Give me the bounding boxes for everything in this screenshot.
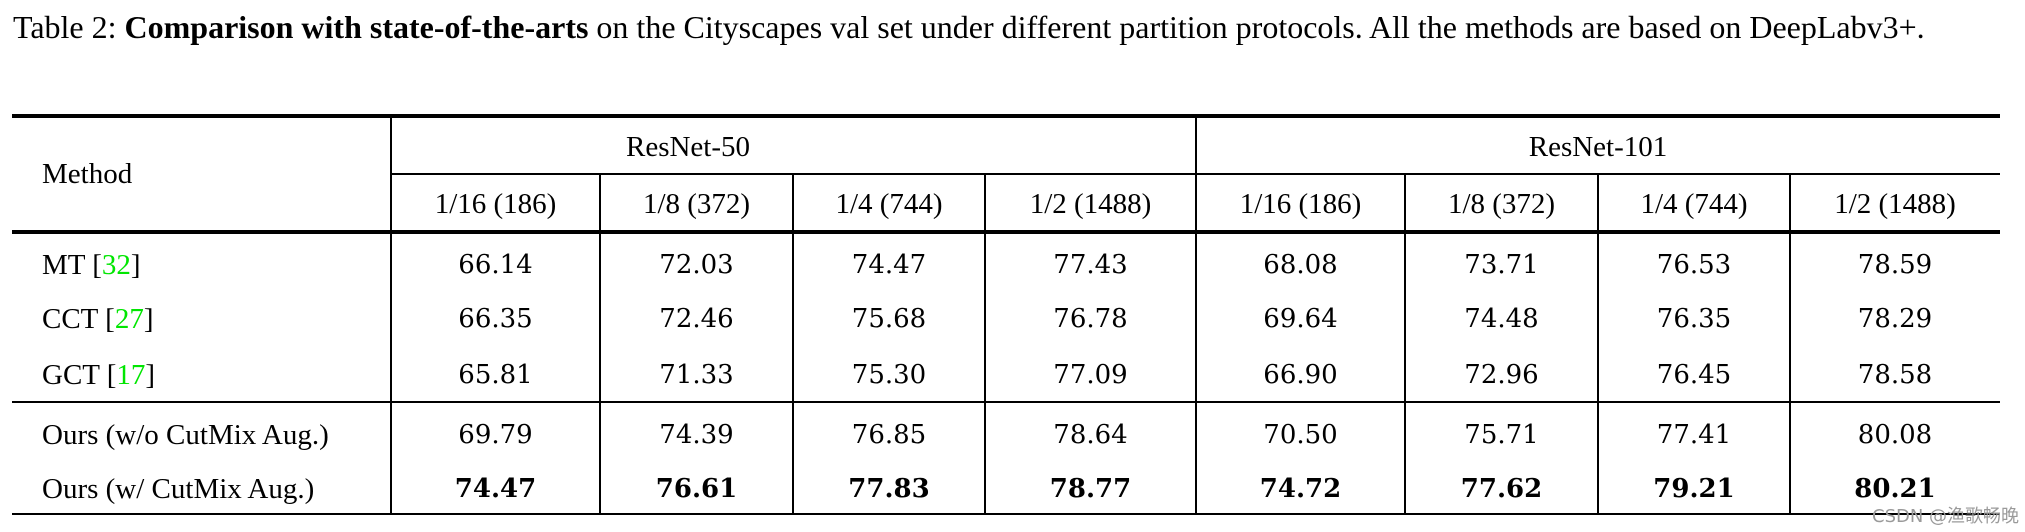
bottom-rule: [12, 513, 2000, 515]
method-header: Method: [42, 158, 133, 190]
method-name: Ours (w/ CutMix Aug.): [42, 462, 387, 516]
table-cell: 70.50: [1263, 420, 1338, 450]
method-name: Ours (w/o CutMix Aug.): [42, 408, 387, 462]
table-cell: 78.58: [1857, 360, 1933, 390]
table-cell: 80.21: [1854, 474, 1936, 504]
col-separator: [1597, 175, 1599, 514]
citation-link[interactable]: [32]: [84, 249, 141, 281]
table-cell: 76.61: [655, 474, 738, 504]
citation-number[interactable]: 32: [101, 249, 131, 281]
method-label: GCT: [42, 359, 100, 391]
table-cell: 73.71: [1464, 250, 1539, 280]
caption-label: Table 2:: [13, 9, 117, 45]
partition-header: 1/2 (1488): [1834, 188, 1956, 220]
partition-header: 1/4 (744): [835, 188, 943, 220]
caption-text: on the Cityscapes val set under differen…: [596, 9, 1925, 45]
table-cell: 72.96: [1464, 360, 1539, 390]
table-cell: 78.64: [1053, 420, 1128, 450]
table-cell: 77.62: [1460, 474, 1543, 504]
table-cell: 78.59: [1857, 250, 1933, 280]
table-cell: 76.78: [1053, 304, 1128, 334]
table-cell: 79.21: [1653, 474, 1735, 504]
watermark: CSDN @渔歌畅晚: [1872, 506, 2020, 527]
col-separator: [1404, 175, 1406, 514]
group-header-resnet101: ResNet-101: [1528, 131, 1668, 163]
table-cell: 71.33: [659, 360, 734, 390]
table-cell: 77.83: [848, 474, 930, 504]
partition-header: 1/2 (1488): [1029, 188, 1152, 220]
table-cell: 69.64: [1263, 304, 1338, 334]
table-cell: 66.35: [458, 304, 533, 334]
method-separator: [390, 118, 392, 514]
table-cell: 66.90: [1263, 360, 1338, 390]
table-cell: 68.08: [1263, 250, 1338, 280]
table-cell: 76.35: [1656, 304, 1732, 334]
col-separator: [984, 175, 986, 514]
citation-number[interactable]: 17: [116, 359, 146, 391]
table-cell: 75.30: [851, 360, 927, 390]
table-cell: 74.72: [1259, 474, 1342, 504]
col-separator: [599, 175, 601, 514]
partition-header: 1/16 (186): [434, 188, 557, 220]
partition-header: 1/16 (186): [1239, 188, 1362, 220]
method-label: MT: [42, 249, 85, 281]
table-cell: 77.43: [1053, 250, 1128, 280]
partition-header: 1/8 (372): [642, 188, 751, 220]
top-rule: [12, 114, 2000, 118]
caption-title: Comparison with state-of-the-arts: [124, 9, 589, 45]
table-cell: 69.79: [458, 420, 533, 450]
table-cell: 77.09: [1053, 360, 1128, 390]
table-cell: 74.47: [454, 474, 537, 504]
table-cell: 76.53: [1656, 250, 1732, 280]
method-name: GCT [17]: [42, 348, 387, 402]
header-rule: [12, 230, 2000, 234]
table-cell: 72.46: [659, 304, 734, 334]
table-cell: 74.48: [1464, 304, 1539, 334]
table-cell: 74.47: [851, 250, 927, 280]
method-label: CCT: [42, 303, 98, 335]
group-separator: [1195, 118, 1197, 514]
method-name: MT [32]: [42, 238, 387, 292]
method-label: Ours (w/o CutMix Aug.): [42, 419, 329, 451]
table-cell: 77.41: [1656, 420, 1732, 450]
table-cell: 75.71: [1464, 420, 1539, 450]
partition-header: 1/8 (372): [1447, 188, 1556, 220]
mid-rule: [12, 401, 2000, 403]
group-header-resnet50: ResNet-50: [625, 131, 751, 163]
table-cell: 74.39: [659, 420, 734, 450]
table-caption: Table 2: Comparison with state-of-the-ar…: [13, 6, 2008, 49]
method-name: CCT [27]: [42, 292, 387, 346]
table-cell: 78.77: [1049, 474, 1132, 504]
partition-header: 1/4 (744): [1640, 188, 1748, 220]
table-cell: 72.03: [659, 250, 734, 280]
table-cell: 66.14: [458, 250, 533, 280]
citation-number[interactable]: 27: [114, 303, 144, 335]
table-cell: 80.08: [1857, 420, 1933, 450]
table-cell: 78.29: [1857, 304, 1933, 334]
citation-link[interactable]: [27]: [97, 303, 154, 335]
method-label: Ours (w/ CutMix Aug.): [42, 473, 315, 505]
table-cell: 65.81: [458, 360, 533, 390]
table-cell: 76.85: [851, 420, 927, 450]
col-separator: [792, 175, 794, 514]
table-cell: 75.68: [851, 304, 927, 334]
col-separator: [1789, 175, 1791, 514]
table-cell: 76.45: [1656, 360, 1732, 390]
citation-link[interactable]: [17]: [99, 359, 156, 391]
